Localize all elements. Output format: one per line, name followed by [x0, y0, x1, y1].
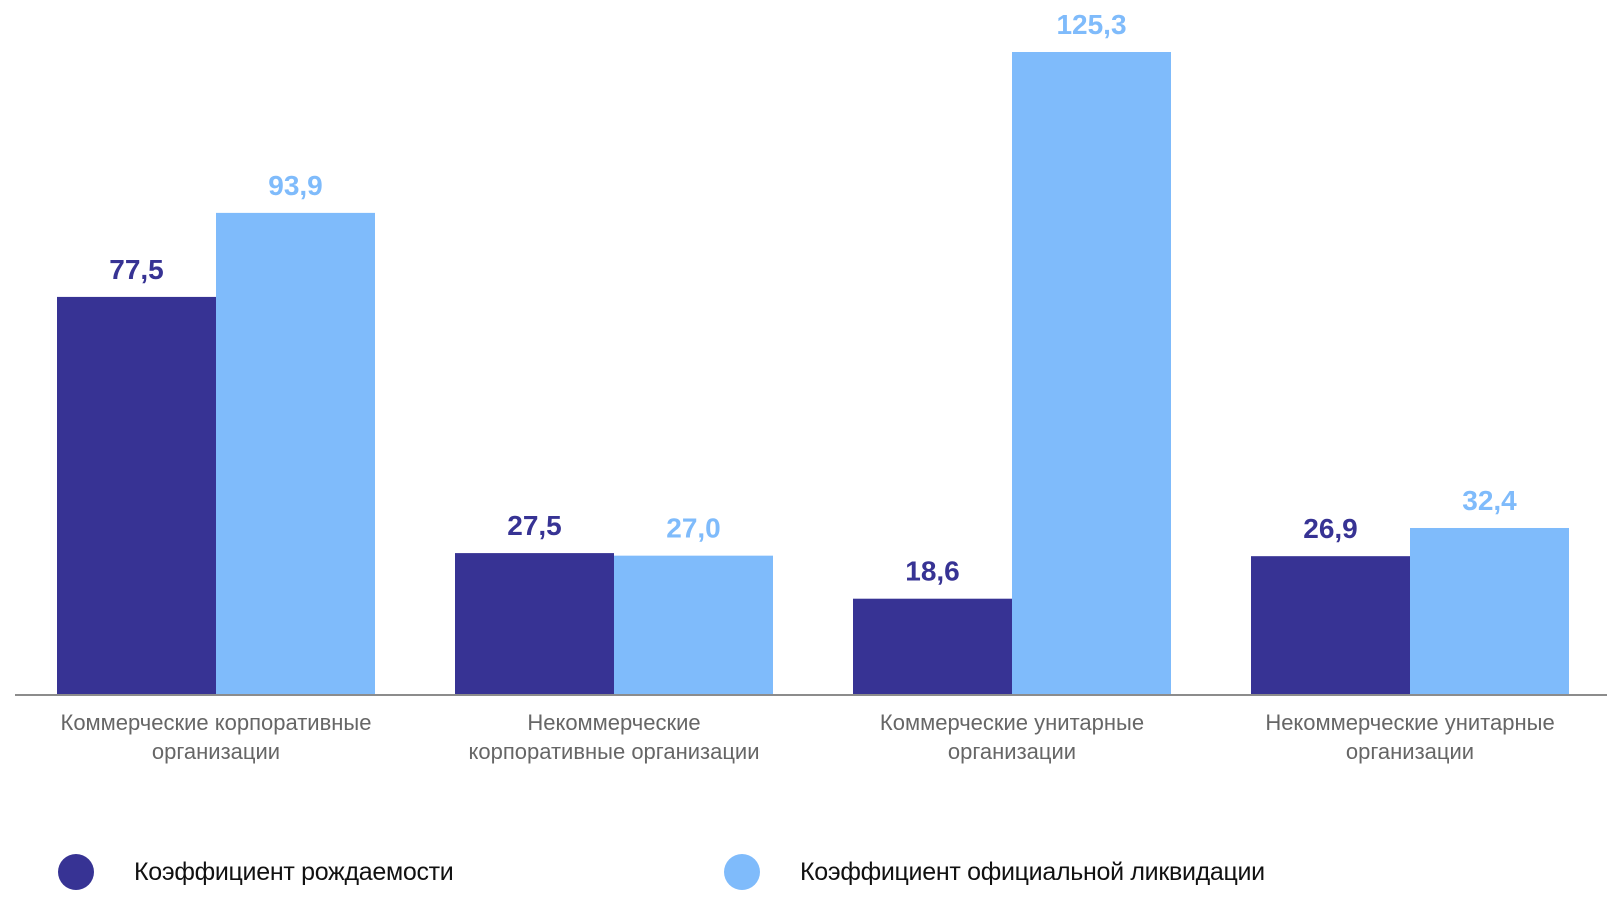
bar-birth-rate-1 — [455, 553, 614, 694]
value-label-birth-rate-0: 77,5 — [109, 254, 164, 285]
legend-label-liquidation-rate: Коэффициент официальной ликвидации — [800, 858, 1265, 886]
value-label-birth-rate-2: 18,6 — [905, 556, 960, 587]
bar-liquidation-rate-2 — [1012, 52, 1171, 694]
bar-chart: 77,5 93,9 27,5 27,0 18,6 125,3 26,9 32,4 Коммер… — [15, 9, 1607, 764]
value-label-birth-rate-3: 26,9 — [1303, 513, 1358, 544]
legend: Коэффициент рождаемости Коэффициент офиц… — [0, 850, 1607, 890]
value-label-liquidation-rate-0: 93,9 — [268, 170, 323, 201]
value-label-liquidation-rate-1: 27,0 — [666, 513, 721, 544]
legend-marker-liquidation-rate — [724, 854, 760, 890]
bar-birth-rate-3 — [1251, 556, 1410, 694]
bar-liquidation-rate-0 — [216, 212, 375, 694]
category-label-1-line-1: корпоративные организации — [468, 739, 759, 764]
category-label-0-line-1: организации — [152, 739, 280, 764]
bar-liquidation-rate-1 — [614, 555, 773, 694]
bar-birth-rate-0 — [57, 296, 216, 694]
value-label-liquidation-rate-3: 32,4 — [1462, 485, 1517, 516]
bar-birth-rate-2 — [853, 598, 1012, 694]
category-label-1-line-0: Некоммерческие — [527, 710, 700, 735]
category-label-2-line-1: организации — [948, 739, 1076, 764]
category-label-0-line-0: Коммерческие корпоративные — [61, 710, 372, 735]
legend-label-birth-rate: Коэффициент рождаемости — [134, 858, 454, 886]
category-label-3-line-0: Некоммерческие унитарные — [1265, 710, 1554, 735]
category-label-2-line-0: Коммерческие унитарные — [880, 710, 1144, 735]
value-label-liquidation-rate-2: 125,3 — [1056, 9, 1126, 40]
category-labels-group: Коммерческие корпоративные организации Нек… — [61, 710, 1555, 764]
value-labels-group: 77,5 93,9 27,5 27,0 18,6 125,3 26,9 32,4 — [109, 9, 1517, 587]
category-label-3-line-1: организации — [1346, 739, 1474, 764]
bars-group — [57, 52, 1569, 694]
bar-liquidation-rate-3 — [1410, 527, 1569, 694]
value-label-birth-rate-1: 27,5 — [507, 510, 562, 541]
legend-marker-birth-rate — [58, 854, 94, 890]
